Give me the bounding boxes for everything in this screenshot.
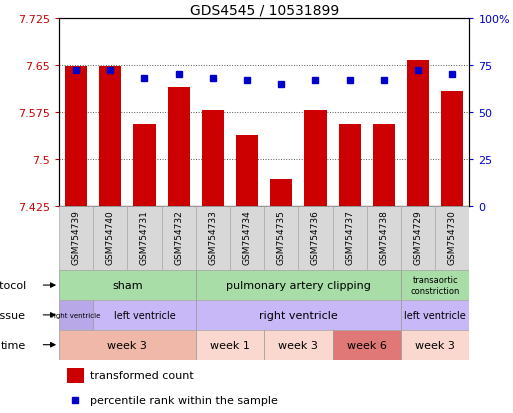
- Bar: [401, 206, 435, 271]
- Bar: [339, 125, 361, 206]
- Bar: [441, 92, 463, 206]
- Bar: [299, 206, 332, 271]
- Bar: [196, 206, 230, 271]
- Text: week 3: week 3: [279, 340, 319, 350]
- Text: left ventricle: left ventricle: [113, 310, 175, 320]
- Text: left ventricle: left ventricle: [404, 310, 466, 320]
- Bar: [401, 271, 469, 300]
- Text: week 3: week 3: [107, 340, 147, 350]
- Bar: [435, 206, 469, 271]
- Text: sham: sham: [112, 280, 143, 290]
- Text: week 1: week 1: [210, 340, 250, 350]
- Text: GSM754740: GSM754740: [106, 210, 115, 264]
- Bar: [162, 206, 196, 271]
- Text: GSM754730: GSM754730: [448, 210, 457, 264]
- Bar: [65, 67, 87, 206]
- Text: GSM754732: GSM754732: [174, 210, 183, 264]
- Text: GSM754738: GSM754738: [380, 210, 388, 264]
- Bar: [133, 125, 155, 206]
- Text: protocol: protocol: [0, 280, 26, 290]
- Bar: [264, 330, 332, 360]
- Title: GDS4545 / 10531899: GDS4545 / 10531899: [190, 3, 339, 17]
- Text: GSM754733: GSM754733: [208, 210, 218, 264]
- Bar: [367, 206, 401, 271]
- Bar: [236, 136, 258, 206]
- Text: GSM754729: GSM754729: [413, 210, 423, 264]
- Bar: [168, 88, 190, 206]
- Bar: [67, 368, 84, 382]
- Bar: [93, 206, 127, 271]
- Text: right ventricle: right ventricle: [259, 310, 338, 320]
- Bar: [59, 206, 93, 271]
- Text: transaortic
constriction: transaortic constriction: [410, 276, 460, 295]
- Text: right ventricle: right ventricle: [51, 312, 101, 318]
- Text: week 3: week 3: [415, 340, 455, 350]
- Bar: [59, 330, 196, 360]
- Text: tissue: tissue: [0, 310, 26, 320]
- Bar: [59, 300, 93, 330]
- Bar: [93, 300, 196, 330]
- Bar: [59, 271, 196, 300]
- Text: GSM754731: GSM754731: [140, 210, 149, 264]
- Bar: [99, 67, 122, 206]
- Bar: [230, 206, 264, 271]
- Text: transformed count: transformed count: [90, 370, 193, 380]
- Bar: [401, 300, 469, 330]
- Bar: [373, 125, 395, 206]
- Bar: [270, 180, 292, 206]
- Text: pulmonary artery clipping: pulmonary artery clipping: [226, 280, 371, 290]
- Bar: [196, 271, 401, 300]
- Text: percentile rank within the sample: percentile rank within the sample: [90, 396, 278, 406]
- Text: GSM754735: GSM754735: [277, 210, 286, 264]
- Text: GSM754739: GSM754739: [72, 210, 81, 264]
- Bar: [332, 206, 367, 271]
- Text: week 6: week 6: [347, 340, 387, 350]
- Text: GSM754737: GSM754737: [345, 210, 354, 264]
- Bar: [401, 330, 469, 360]
- Bar: [127, 206, 162, 271]
- Bar: [196, 330, 264, 360]
- Bar: [407, 61, 429, 206]
- Bar: [202, 111, 224, 206]
- Bar: [196, 300, 401, 330]
- Bar: [264, 206, 299, 271]
- Text: GSM754734: GSM754734: [243, 210, 251, 264]
- Bar: [304, 111, 327, 206]
- Text: time: time: [1, 340, 26, 350]
- Bar: [332, 330, 401, 360]
- Text: GSM754736: GSM754736: [311, 210, 320, 264]
